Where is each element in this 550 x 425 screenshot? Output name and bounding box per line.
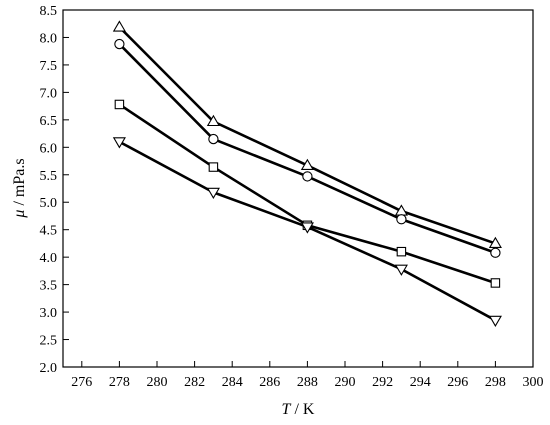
series-triangle-down [112,137,502,328]
y-tick-label: 4.5 [40,224,58,239]
x-tick-label: 280 [147,375,168,390]
y-tick-label: 3.5 [40,279,58,294]
x-tick-label: 286 [259,375,280,390]
y-tick-label: 4.0 [40,251,58,266]
x-tick-label: 276 [71,375,92,390]
y-tick-label: 6.0 [40,141,58,156]
y-axis-unit: / mPa.s [11,158,28,209]
data-point-triangle-up [300,158,314,170]
data-point-triangle-up [206,114,220,127]
y-axis-label: μ / mPa.s [11,158,28,218]
y-tick-label: 8.5 [40,4,58,19]
series-line [118,103,496,285]
data-point-square [114,99,125,110]
x-tick-label: 298 [485,375,506,390]
series-line [118,26,496,245]
data-point-triangle-down [300,222,314,234]
y-axis-symbol: μ [11,210,28,219]
y-tick-label: 7.5 [40,59,58,74]
x-tick-label: 296 [447,375,468,390]
x-tick-label: 288 [297,375,318,390]
x-tick-label: 292 [372,375,393,390]
series-triangle-up [112,20,502,248]
data-point-triangle-down [394,264,408,276]
x-tick-label: 278 [109,375,130,390]
data-point-triangle-up [112,20,126,32]
x-tick-label: 300 [523,375,544,390]
y-tick-label: 7.0 [40,86,58,101]
x-tick-label: 294 [410,375,431,390]
x-tick-label: 284 [222,375,243,390]
data-point-circle [208,133,219,145]
series-circle [114,38,501,258]
plot-frame [62,9,534,368]
x-tick-label: 290 [335,375,356,390]
data-point-triangle-down [488,315,502,328]
data-point-circle [114,38,125,50]
y-tick-label: 6.5 [40,114,58,129]
x-axis-symbol: T [282,401,292,418]
data-point-triangle-up [488,236,502,248]
series-square [114,99,501,288]
y-tick-label: 2.0 [40,361,58,376]
data-point-triangle-down [112,137,126,149]
y-tick-label: 5.5 [40,169,58,184]
y-tick-label: 5.0 [40,196,58,211]
data-point-square [208,162,219,172]
x-tick-label: 282 [184,375,205,390]
data-point-square [396,246,407,257]
y-tick-label: 3.0 [40,306,58,321]
x-axis-label: T / K [282,401,315,418]
axis-ticks: 276 278 280 282 284 286 288 290 292 294 296 298 300 2… [40,4,544,390]
data-point-circle [396,214,407,225]
data-point-circle [490,247,501,258]
y-tick-label: 8.0 [40,31,58,46]
data-point-triangle-down [206,187,220,200]
y-tick-label: 2.5 [40,334,58,349]
series-layer [112,20,502,328]
x-axis-unit: / K [290,401,314,418]
data-point-square [490,278,501,288]
data-point-circle [302,171,313,182]
